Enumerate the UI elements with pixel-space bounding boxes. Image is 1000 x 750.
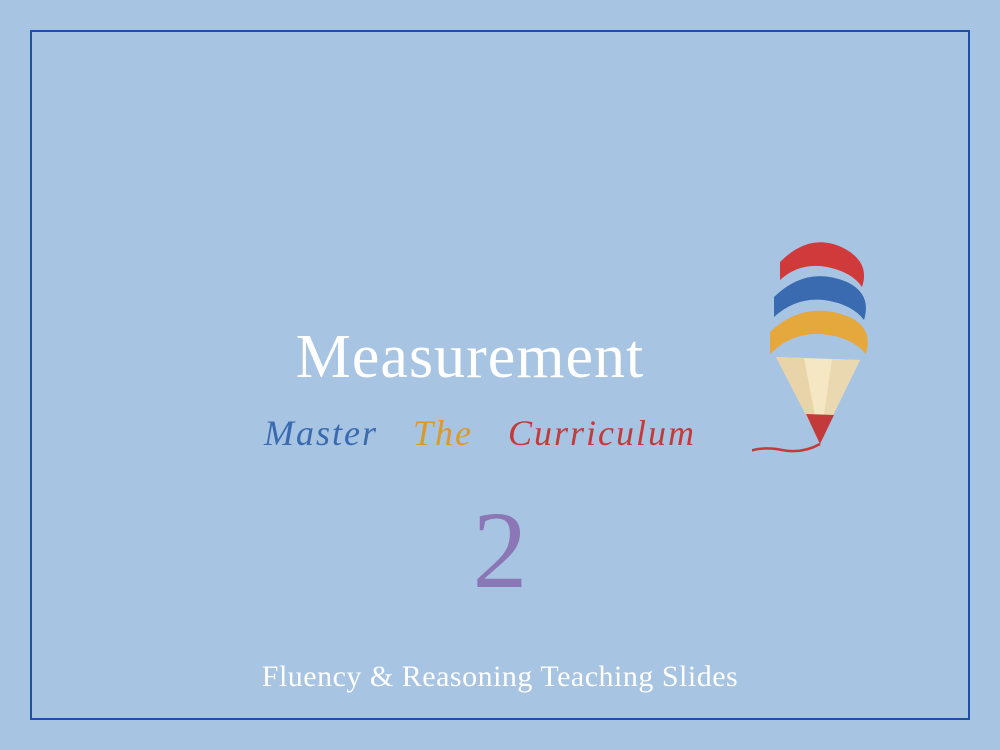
tagline-word-1: Master — [264, 413, 378, 453]
tagline-word-2: The — [413, 413, 473, 453]
tagline-word-3: Curriculum — [508, 413, 696, 453]
grade-number: 2 — [32, 487, 968, 614]
footer-text: Fluency & Reasoning Teaching Slides — [32, 660, 968, 694]
slide-frame: Measurement Master The Curriculum 2 Flue… — [30, 30, 970, 720]
pencil-logo-icon — [752, 232, 882, 462]
